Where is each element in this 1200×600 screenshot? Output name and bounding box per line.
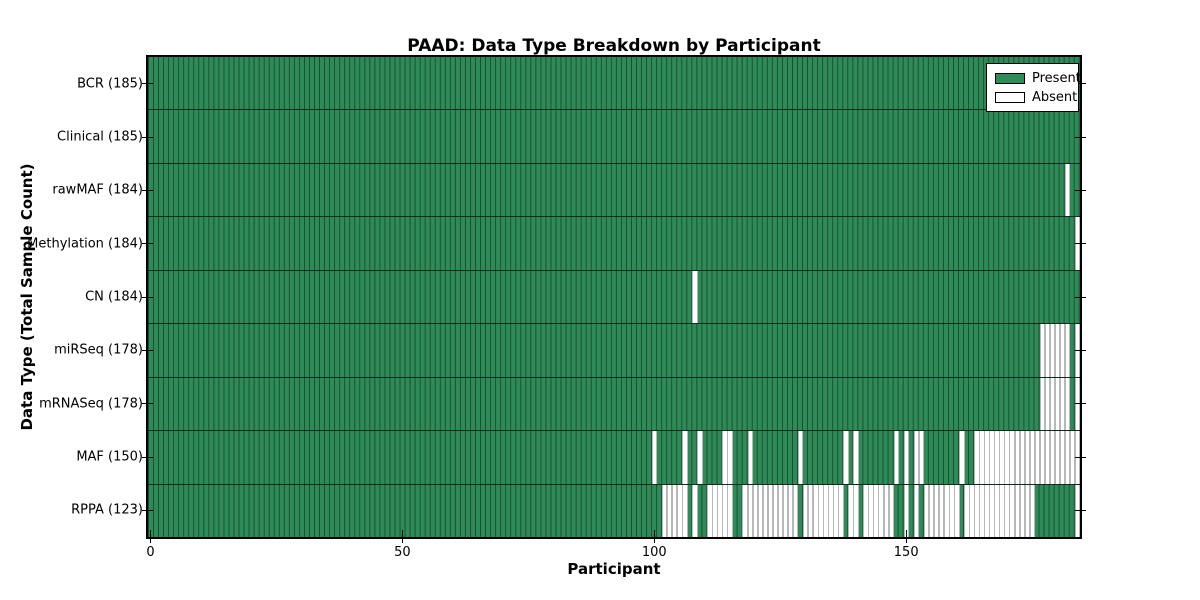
y-tick-mark (1075, 189, 1086, 191)
y-tick-mark (1075, 296, 1086, 298)
absent-cell (747, 431, 754, 484)
absent-cell (792, 484, 799, 537)
y-tick-label: MAF (150) (76, 449, 143, 465)
absent-cell (853, 484, 859, 537)
y-tick-mark (1075, 403, 1086, 405)
plot-area (148, 57, 1081, 537)
y-tick-mark (1075, 509, 1086, 511)
legend-label: Absent (1032, 90, 1078, 105)
heatmap-row-Clinical (148, 110, 1080, 164)
x-tick-mark (150, 530, 151, 543)
x-tick-label: 50 (394, 545, 411, 560)
chart-title: PAAD: Data Type Breakdown by Participant (407, 36, 821, 56)
absent-cell (843, 431, 849, 484)
y-tick-label: rawMAF (184) (52, 182, 143, 198)
absent-cell (651, 431, 658, 484)
y-tick-label: mRNASeq (178) (39, 396, 143, 412)
heatmap-row-rawMAF (148, 163, 1080, 218)
y-tick-mark (1075, 136, 1086, 138)
absent-cell (838, 484, 844, 537)
y-tick-label: Methylation (184) (27, 236, 143, 252)
legend: Present Absent (986, 63, 1081, 112)
absent-cell (903, 431, 910, 484)
y-tick-label: miRSeq (178) (54, 342, 143, 358)
absent-cell (692, 484, 698, 537)
absent-cell (1029, 484, 1036, 537)
legend-entry-present: Present (995, 69, 1081, 88)
absent-cell (727, 484, 733, 537)
absent-cell (853, 431, 859, 484)
legend-entry-absent: Absent (995, 88, 1078, 107)
present-swatch-icon (995, 73, 1025, 84)
absent-cell (697, 431, 703, 484)
x-tick-label: 100 (641, 545, 667, 560)
legend-label: Present (1032, 71, 1081, 86)
absent-cell (1064, 324, 1071, 377)
y-tick-mark (142, 136, 153, 138)
y-tick-mark (1075, 349, 1086, 351)
x-axis-label: Participant (567, 560, 661, 578)
y-tick-mark (142, 83, 153, 85)
y-tick-mark (142, 403, 153, 405)
y-tick-mark (142, 509, 153, 511)
x-tick-label: 150 (893, 545, 919, 560)
heatmap-row-mRNASeq (148, 377, 1081, 432)
heatmap-row-RPPA (148, 484, 1081, 537)
absent-cell (913, 484, 920, 537)
absent-cell (797, 431, 804, 484)
absent-cell (954, 484, 960, 537)
heatmap-row-miRSeq (148, 324, 1081, 378)
y-axis-label: Data Type (Total Sample Count) (18, 163, 36, 431)
absent-cell (893, 431, 900, 484)
y-tick-mark (1075, 243, 1086, 245)
absent-cell (692, 270, 698, 324)
absent-cell (682, 484, 688, 537)
x-tick-label: 0 (146, 545, 155, 560)
y-tick-label: Clinical (185) (57, 129, 143, 145)
absent-cell (918, 431, 925, 484)
y-tick-mark (142, 189, 153, 191)
heatmap-row-CN (148, 270, 1080, 325)
y-tick-mark (1075, 456, 1086, 458)
absent-cell (903, 484, 910, 537)
absent-cell (888, 484, 895, 537)
y-tick-label: RPPA (123) (71, 502, 143, 518)
y-tick-label: CN (184) (85, 289, 143, 305)
y-tick-mark (142, 456, 153, 458)
absent-cell (682, 431, 688, 484)
y-tick-mark (142, 243, 153, 245)
absent-cell (1064, 377, 1071, 431)
x-tick-mark (401, 530, 403, 543)
y-tick-label: BCR (185) (77, 76, 143, 92)
heatmap-row-Methylation (148, 217, 1081, 271)
heatmap-row-MAF (148, 431, 1081, 485)
y-tick-mark (142, 296, 153, 298)
absent-cell (959, 431, 965, 484)
x-tick-mark (653, 530, 655, 543)
heatmap-row-BCR (148, 57, 1080, 111)
absent-cell (1064, 163, 1071, 217)
absent-cell (727, 431, 733, 484)
x-tick-mark (905, 530, 907, 543)
absent-swatch-icon (995, 92, 1025, 103)
y-tick-mark (142, 349, 153, 351)
